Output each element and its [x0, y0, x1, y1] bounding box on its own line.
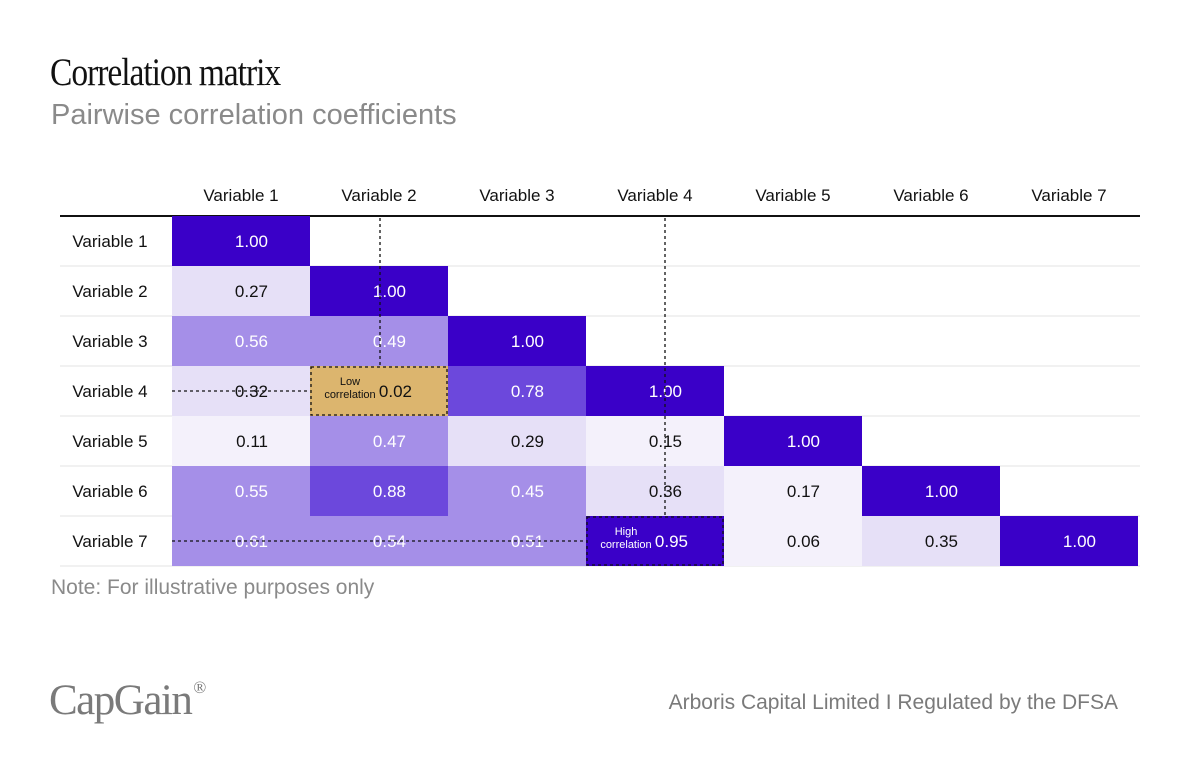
cell-value: 0.55 — [235, 482, 268, 501]
heatmap-cell — [310, 366, 448, 416]
heatmap-cell — [172, 416, 310, 466]
registered-mark: ® — [193, 677, 207, 697]
heatmap-cell — [310, 316, 448, 366]
heatmap-cell — [448, 316, 586, 366]
cell-value: 0.88 — [373, 482, 406, 501]
cell-value: 1.00 — [373, 282, 406, 301]
heatmap-cell — [448, 466, 586, 516]
cell-value: 0.49 — [373, 332, 406, 351]
heatmap-cell — [724, 466, 862, 516]
heatmap-cell — [172, 316, 310, 366]
heatmap-cell — [724, 416, 862, 466]
footer-disclaimer: Arboris Capital Limited I Regulated by t… — [668, 691, 1118, 714]
heatmap-cell — [172, 216, 310, 266]
heatmap-cell — [448, 416, 586, 466]
column-header: Variable 7 — [1031, 186, 1106, 205]
heatmap-cell — [1000, 516, 1138, 566]
heatmap-cell — [172, 266, 310, 316]
heatmap-cell — [172, 466, 310, 516]
heatmap-cell — [586, 516, 724, 566]
heatmap-cell — [586, 466, 724, 516]
chart-subtitle: Pairwise correlation coefficients — [51, 99, 457, 131]
annotation-label: correlation — [324, 389, 375, 401]
cell-value: 0.56 — [235, 332, 268, 351]
row-label: Variable 5 — [72, 432, 147, 451]
brand-name: CapGain — [49, 677, 193, 724]
brand-logo: CapGain ® — [49, 676, 206, 725]
cell-value: 1.00 — [787, 432, 820, 451]
column-header: Variable 6 — [893, 186, 968, 205]
heatmap-cell — [862, 516, 1000, 566]
cell-value: 0.45 — [511, 482, 544, 501]
heatmap-cell — [448, 366, 586, 416]
cell-value: 1.00 — [235, 232, 268, 251]
heatmap-cell — [310, 266, 448, 316]
cell-value: 0.02 — [379, 382, 412, 401]
heatmap-cell — [724, 516, 862, 566]
cell-value: 1.00 — [925, 482, 958, 501]
annotation-box — [586, 516, 724, 566]
cell-value: 1.00 — [649, 382, 682, 401]
heatmap-cell — [586, 416, 724, 466]
row-label: Variable 2 — [72, 282, 147, 301]
row-label: Variable 1 — [72, 232, 147, 251]
column-header: Variable 5 — [755, 186, 830, 205]
cell-value: 0.36 — [649, 482, 682, 501]
row-label: Variable 7 — [72, 532, 147, 551]
heatmap-cell — [310, 416, 448, 466]
row-label: Variable 3 — [72, 332, 147, 351]
annotation-box — [310, 366, 448, 416]
cell-value: 0.47 — [373, 432, 406, 451]
cell-value: 0.27 — [235, 282, 268, 301]
row-label: Variable 4 — [72, 382, 147, 401]
cell-value: 0.06 — [787, 532, 820, 551]
chart-title: Correlation matrix — [50, 51, 281, 94]
cell-value: 1.00 — [511, 332, 544, 351]
cell-value: 0.11 — [236, 432, 268, 451]
cell-value: 0.29 — [511, 432, 544, 451]
cell-value: 0.95 — [655, 532, 688, 551]
annotation-label: correlation — [600, 539, 651, 551]
heatmap-cell — [586, 366, 724, 416]
cell-value: 0.17 — [787, 482, 820, 501]
heatmap-cell — [310, 466, 448, 516]
cell-value: 0.78 — [511, 382, 544, 401]
annotation-label: High — [615, 526, 638, 538]
annotation-label: Low — [340, 376, 360, 388]
column-header: Variable 2 — [341, 186, 416, 205]
column-header: Variable 4 — [617, 186, 692, 205]
column-header: Variable 1 — [203, 186, 278, 205]
column-header: Variable 3 — [479, 186, 554, 205]
cell-value: 0.35 — [925, 532, 958, 551]
row-label: Variable 6 — [72, 482, 147, 501]
cell-value: 1.00 — [1063, 532, 1096, 551]
heatmap-cell — [862, 466, 1000, 516]
chart-note: Note: For illustrative purposes only — [51, 576, 375, 599]
